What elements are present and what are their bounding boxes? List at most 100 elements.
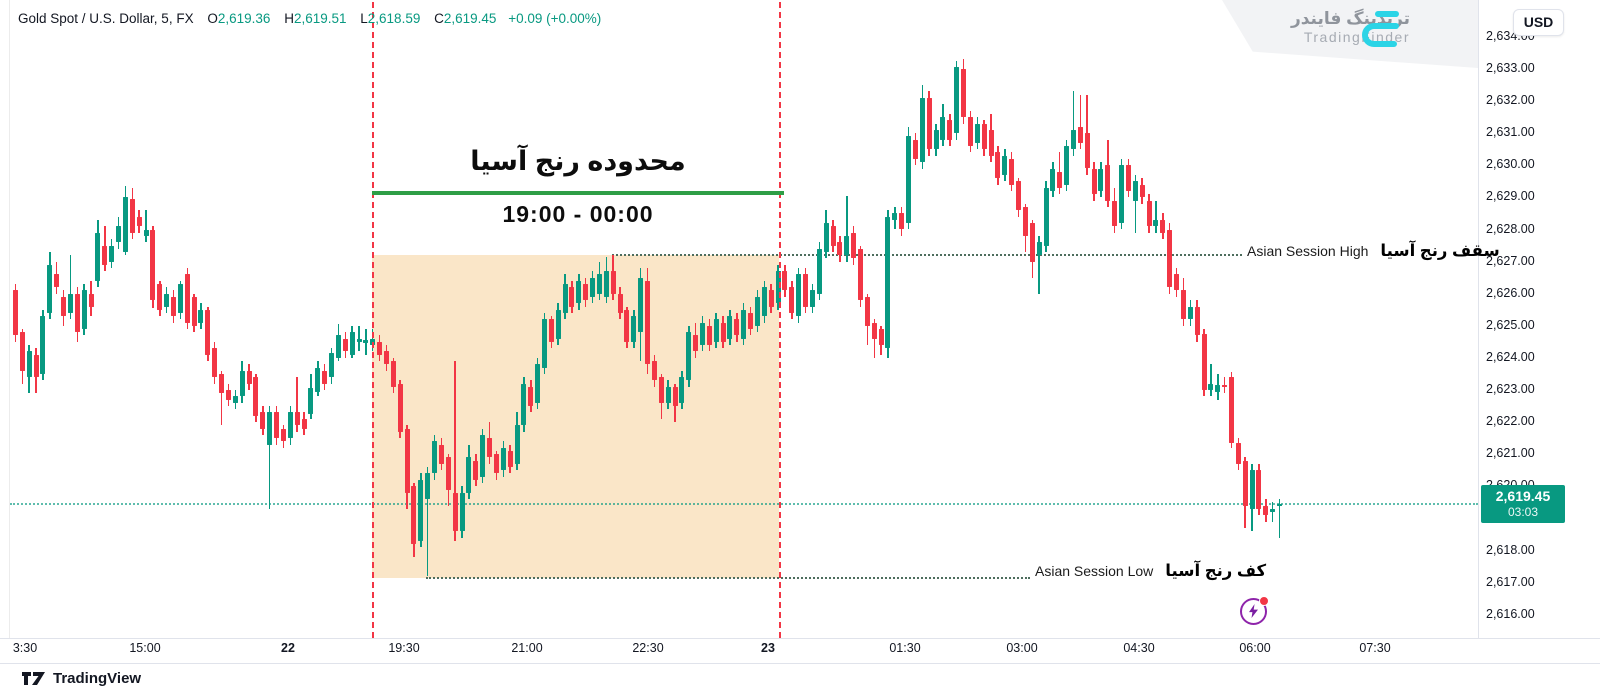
candle-body bbox=[61, 296, 67, 317]
price-tick-label: 2,616.00 bbox=[1486, 606, 1535, 621]
price-tick-label: 2,632.00 bbox=[1486, 93, 1535, 108]
candlestick-plot-area[interactable] bbox=[0, 0, 1478, 638]
candle-body bbox=[177, 284, 183, 313]
notification-dot bbox=[1259, 596, 1269, 606]
candle-body bbox=[727, 316, 733, 339]
candle-body bbox=[1208, 383, 1214, 390]
lightning-bolt-icon bbox=[1249, 604, 1258, 618]
asian-session-high-line[interactable] bbox=[612, 254, 1242, 257]
candle-body bbox=[445, 457, 451, 490]
candle-body bbox=[940, 117, 946, 140]
range-title-underline[interactable] bbox=[372, 191, 784, 195]
time-tick-label: 03:00 bbox=[1006, 641, 1038, 655]
current-price-badge[interactable]: 2,619.45 03:03 bbox=[1481, 484, 1565, 523]
currency-toggle-button[interactable]: USD bbox=[1513, 9, 1564, 36]
candle-body bbox=[1187, 306, 1193, 320]
candle-body bbox=[775, 271, 781, 304]
candle-body bbox=[569, 287, 575, 307]
candle-body bbox=[562, 284, 568, 313]
price-axis-separator[interactable] bbox=[1478, 0, 1479, 638]
candle-body bbox=[816, 248, 822, 294]
candle-body bbox=[809, 290, 815, 307]
candle-body bbox=[335, 335, 341, 358]
candle-body bbox=[741, 309, 747, 339]
candle-body bbox=[954, 67, 960, 134]
candle-body bbox=[473, 460, 479, 480]
candle-body bbox=[1119, 165, 1125, 224]
candle-body bbox=[246, 370, 252, 384]
boost-flash-icon[interactable] bbox=[1240, 596, 1269, 625]
candle-body bbox=[1228, 377, 1234, 443]
candle-body bbox=[1249, 470, 1255, 509]
candle-body bbox=[713, 319, 719, 342]
candle-body bbox=[19, 332, 25, 371]
symbol-header[interactable]: Gold Spot / U.S. Dollar, 5, FX O2,619.36… bbox=[18, 11, 601, 26]
candle-body bbox=[1002, 155, 1008, 175]
candle-body bbox=[171, 296, 176, 317]
candle-wick bbox=[1079, 94, 1082, 150]
price-tick-label: 2,617.00 bbox=[1486, 574, 1535, 589]
candle-body bbox=[1263, 505, 1269, 516]
time-tick-label: 06:00 bbox=[1239, 641, 1271, 655]
asian-session-low-line[interactable] bbox=[426, 576, 1030, 579]
ohlc-open-key: O bbox=[207, 11, 218, 26]
candle-body bbox=[322, 370, 328, 384]
candle-body bbox=[1112, 200, 1118, 227]
candle-body bbox=[988, 129, 994, 156]
candle-body bbox=[521, 383, 527, 426]
candle-body bbox=[212, 348, 218, 378]
candle-body bbox=[1167, 229, 1173, 288]
candle-wick bbox=[873, 319, 875, 358]
candle-body bbox=[225, 390, 231, 400]
candle-body bbox=[603, 271, 609, 297]
tradingview-logo[interactable]: TradingView bbox=[22, 670, 141, 687]
candle-body bbox=[1050, 168, 1056, 191]
candle-body bbox=[26, 351, 32, 378]
candle-body bbox=[1277, 503, 1283, 506]
candle-body bbox=[1153, 219, 1159, 227]
candle-body bbox=[1036, 242, 1042, 256]
price-tick-label: 2,625.00 bbox=[1486, 317, 1535, 332]
time-axis-separator[interactable] bbox=[0, 638, 1600, 639]
candle-body bbox=[432, 441, 438, 474]
session-start-dashed-line[interactable] bbox=[372, 2, 374, 638]
chart-left-border bbox=[9, 0, 10, 638]
candle-body bbox=[1201, 333, 1207, 390]
candle-body bbox=[116, 226, 122, 243]
price-change: +0.09 (+0.00%) bbox=[508, 11, 602, 26]
candle-wick bbox=[1210, 364, 1212, 397]
candle-body bbox=[555, 309, 561, 339]
candle-body bbox=[686, 332, 692, 381]
candle-body bbox=[961, 69, 967, 118]
time-tick-label: 22:30 bbox=[632, 641, 664, 655]
candle-body bbox=[294, 412, 300, 426]
candle-body bbox=[912, 139, 918, 159]
session-end-dashed-line[interactable] bbox=[779, 2, 781, 638]
price-tick-label: 2,623.00 bbox=[1486, 382, 1535, 396]
candle-body bbox=[1091, 168, 1097, 195]
candle-body bbox=[899, 213, 905, 230]
candle-body bbox=[404, 428, 410, 493]
candle-body bbox=[342, 338, 348, 352]
candle-body bbox=[1270, 508, 1276, 512]
candle-body bbox=[329, 353, 335, 378]
time-tick-label: 3:30 bbox=[12, 641, 38, 655]
candle-countdown: 03:03 bbox=[1507, 504, 1539, 519]
tradingfinder-logo-icon bbox=[1358, 6, 1402, 57]
time-tick-label: 01:30 bbox=[889, 641, 921, 655]
current-price-line bbox=[10, 502, 1478, 505]
candle-body bbox=[548, 319, 554, 342]
candle-body bbox=[851, 232, 857, 259]
candle-body bbox=[480, 434, 486, 477]
candle-body bbox=[411, 486, 417, 545]
candle-body bbox=[157, 284, 163, 310]
price-tick-label: 2,631.00 bbox=[1486, 125, 1535, 140]
asian-session-low-label: Asian Session Low کف رنج آسیا bbox=[1035, 561, 1266, 581]
candle-body bbox=[136, 216, 142, 227]
asian-session-high-label: Asian Session High سقف رنج آسیا bbox=[1247, 241, 1500, 261]
candle-body bbox=[658, 377, 664, 403]
candle-body bbox=[679, 377, 685, 403]
candle-body bbox=[617, 293, 623, 313]
candle-body bbox=[933, 129, 939, 150]
candle-body bbox=[239, 370, 245, 397]
